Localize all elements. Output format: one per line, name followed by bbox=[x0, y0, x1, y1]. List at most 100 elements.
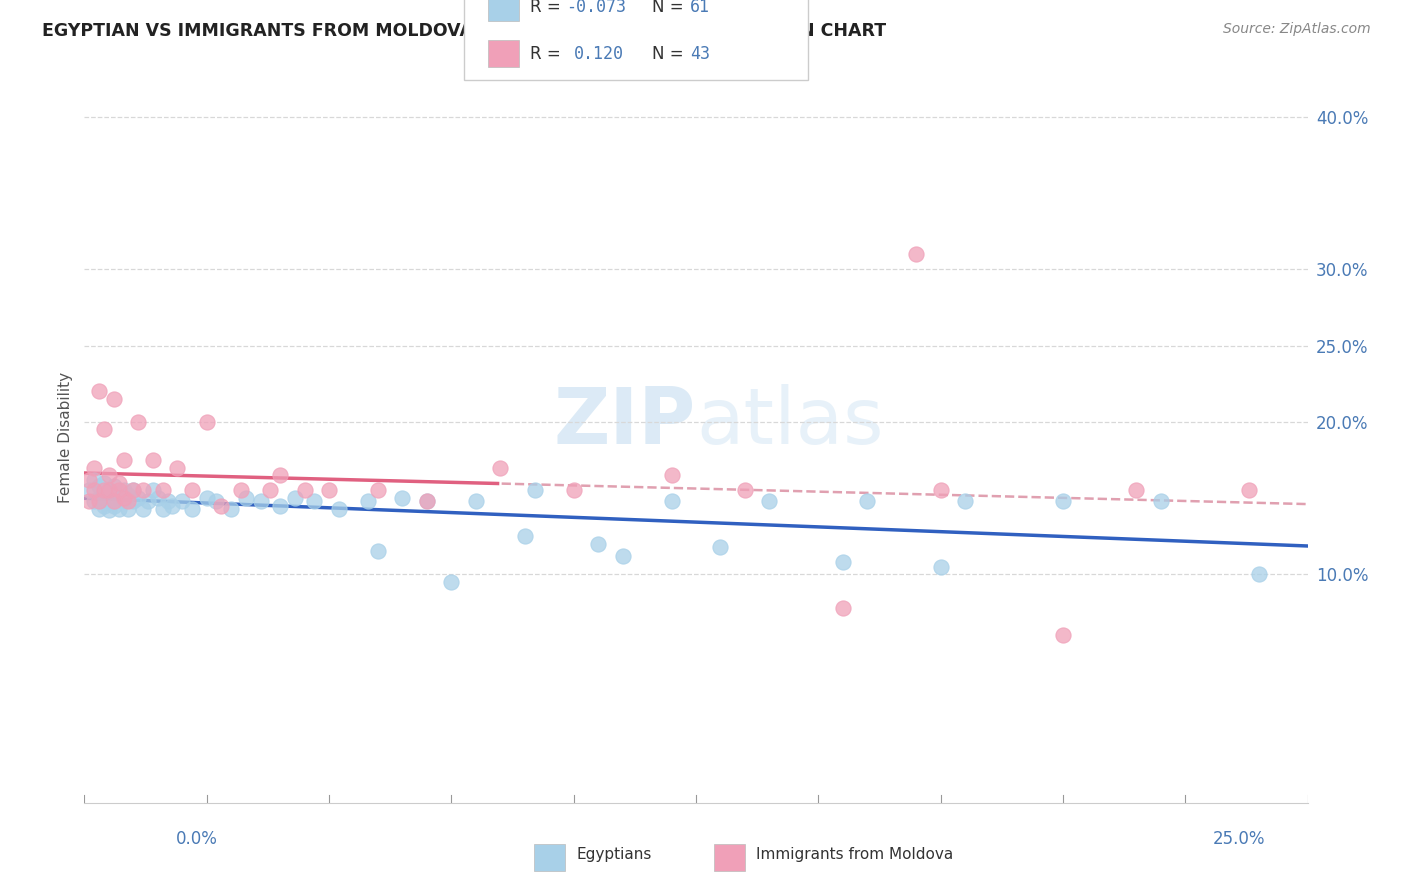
Point bbox=[97, 483, 120, 498]
Point bbox=[97, 494, 120, 508]
Text: 43: 43 bbox=[690, 45, 710, 62]
Point bbox=[122, 494, 145, 508]
Point bbox=[562, 483, 585, 498]
Point bbox=[142, 483, 165, 498]
Point bbox=[127, 415, 149, 429]
Point bbox=[103, 479, 125, 493]
Point bbox=[831, 600, 853, 615]
Point bbox=[162, 499, 184, 513]
Point bbox=[83, 494, 105, 508]
Point bbox=[1125, 483, 1147, 498]
Point bbox=[929, 483, 952, 498]
Point bbox=[661, 494, 683, 508]
Point bbox=[93, 483, 115, 498]
Point bbox=[166, 460, 188, 475]
Point bbox=[93, 422, 115, 436]
Point bbox=[87, 384, 110, 399]
Point bbox=[83, 483, 105, 498]
Point bbox=[77, 483, 100, 498]
Point bbox=[142, 453, 165, 467]
Point bbox=[284, 491, 307, 505]
Point bbox=[112, 483, 135, 498]
Point bbox=[489, 460, 512, 475]
Point bbox=[209, 499, 232, 513]
Point bbox=[1052, 494, 1074, 508]
Point bbox=[87, 491, 110, 505]
Point bbox=[219, 501, 242, 516]
Text: N =: N = bbox=[652, 45, 689, 62]
Point bbox=[156, 494, 179, 508]
Point bbox=[122, 483, 145, 498]
Point bbox=[77, 473, 100, 487]
Text: EGYPTIAN VS IMMIGRANTS FROM MOLDOVA FEMALE DISABILITY CORRELATION CHART: EGYPTIAN VS IMMIGRANTS FROM MOLDOVA FEMA… bbox=[42, 22, 886, 40]
Point bbox=[523, 483, 546, 498]
Text: 0.0%: 0.0% bbox=[176, 830, 218, 847]
Point bbox=[107, 475, 129, 490]
Text: R =: R = bbox=[530, 0, 567, 16]
Point bbox=[367, 544, 389, 558]
Point bbox=[93, 499, 115, 513]
Point bbox=[127, 491, 149, 505]
Text: atlas: atlas bbox=[696, 384, 883, 460]
Point bbox=[661, 468, 683, 483]
Point bbox=[586, 537, 609, 551]
Point bbox=[929, 559, 952, 574]
Point bbox=[117, 488, 139, 502]
Point bbox=[304, 494, 326, 508]
Point bbox=[87, 501, 110, 516]
Point bbox=[97, 503, 120, 517]
Point bbox=[107, 501, 129, 516]
Text: R =: R = bbox=[530, 45, 567, 62]
Point bbox=[83, 473, 105, 487]
Point bbox=[612, 549, 634, 563]
Point bbox=[905, 247, 928, 261]
Point bbox=[249, 494, 271, 508]
Text: Egyptians: Egyptians bbox=[576, 847, 652, 862]
Point bbox=[391, 491, 413, 505]
Point bbox=[112, 453, 135, 467]
Point bbox=[112, 494, 135, 508]
Point bbox=[122, 483, 145, 498]
Point bbox=[709, 540, 731, 554]
Point bbox=[416, 494, 439, 508]
Point bbox=[152, 483, 174, 498]
Point bbox=[416, 494, 439, 508]
Point bbox=[83, 460, 105, 475]
Point bbox=[328, 501, 350, 516]
Point bbox=[146, 491, 169, 505]
Text: 61: 61 bbox=[690, 0, 710, 16]
Point bbox=[97, 483, 120, 498]
Point bbox=[318, 483, 340, 498]
Y-axis label: Female Disability: Female Disability bbox=[58, 371, 73, 503]
Point bbox=[93, 475, 115, 490]
Point bbox=[195, 415, 218, 429]
Point bbox=[1052, 628, 1074, 642]
Point bbox=[87, 479, 110, 493]
Point bbox=[1247, 567, 1270, 582]
Point bbox=[513, 529, 536, 543]
Text: Source: ZipAtlas.com: Source: ZipAtlas.com bbox=[1223, 22, 1371, 37]
Point bbox=[294, 483, 316, 498]
Point bbox=[953, 494, 976, 508]
Point bbox=[1237, 483, 1260, 498]
Point bbox=[181, 483, 204, 498]
Point bbox=[229, 483, 252, 498]
Point bbox=[136, 494, 159, 508]
Point bbox=[758, 494, 780, 508]
Point bbox=[1150, 494, 1173, 508]
Point bbox=[831, 555, 853, 569]
Point bbox=[103, 494, 125, 508]
Text: 0.120: 0.120 bbox=[574, 45, 624, 62]
Point bbox=[195, 491, 218, 505]
Text: ZIP: ZIP bbox=[554, 384, 696, 460]
Point bbox=[269, 499, 291, 513]
Point bbox=[235, 491, 257, 505]
Point bbox=[856, 494, 879, 508]
Point bbox=[103, 392, 125, 406]
Point bbox=[205, 494, 228, 508]
Point bbox=[132, 483, 155, 498]
Point bbox=[132, 501, 155, 516]
Text: N =: N = bbox=[652, 0, 689, 16]
Point bbox=[107, 491, 129, 505]
Point bbox=[117, 501, 139, 516]
